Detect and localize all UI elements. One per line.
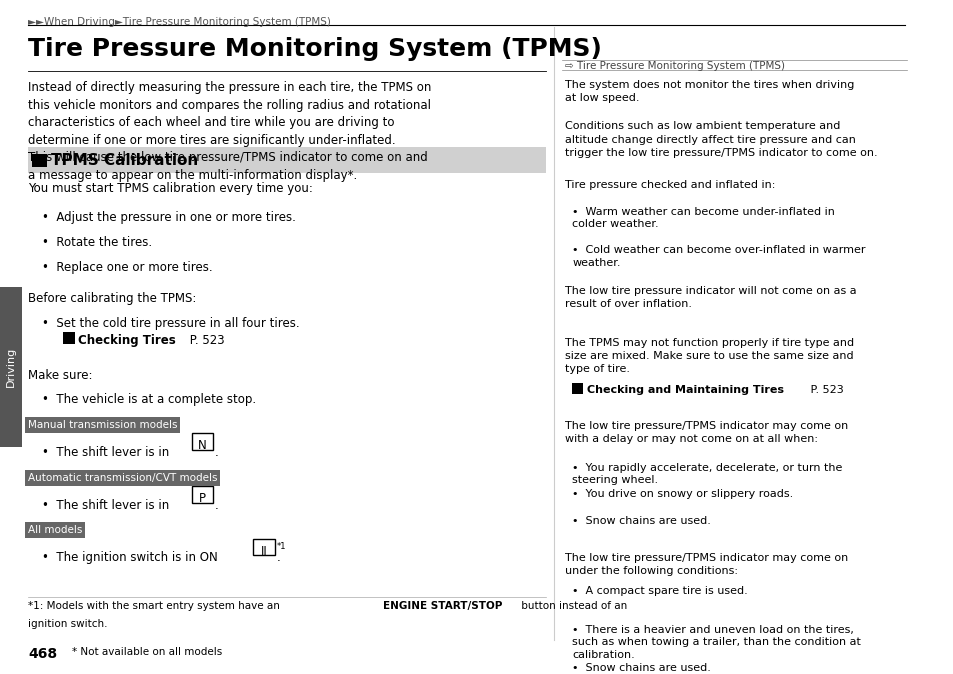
Text: .: . bbox=[214, 446, 218, 459]
Text: .: . bbox=[277, 551, 281, 564]
Text: •  You drive on snowy or slippery roads.: • You drive on snowy or slippery roads. bbox=[572, 489, 793, 499]
Text: ⇨ Tire Pressure Monitoring System (TPMS): ⇨ Tire Pressure Monitoring System (TPMS) bbox=[564, 61, 784, 71]
Text: •  The shift lever is in: • The shift lever is in bbox=[42, 499, 172, 512]
FancyBboxPatch shape bbox=[64, 332, 74, 344]
FancyBboxPatch shape bbox=[253, 539, 275, 555]
Text: Tire pressure checked and inflated in:: Tire pressure checked and inflated in: bbox=[564, 180, 774, 190]
Text: •  You rapidly accelerate, decelerate, or turn the
steering wheel.: • You rapidly accelerate, decelerate, or… bbox=[572, 462, 841, 485]
Text: Driving: Driving bbox=[7, 346, 16, 387]
Text: •  Snow chains are used.: • Snow chains are used. bbox=[572, 516, 710, 526]
Text: 468: 468 bbox=[28, 646, 57, 661]
Text: ignition switch.: ignition switch. bbox=[28, 619, 108, 629]
FancyBboxPatch shape bbox=[193, 433, 213, 450]
Text: Make sure:: Make sure: bbox=[28, 369, 92, 381]
Text: •  Set the cold tire pressure in all four tires.: • Set the cold tire pressure in all four… bbox=[42, 317, 299, 330]
Text: Tire Pressure Monitoring System (TPMS): Tire Pressure Monitoring System (TPMS) bbox=[28, 36, 601, 61]
FancyBboxPatch shape bbox=[0, 286, 22, 447]
Text: The low tire pressure/TPMS indicator may come on
under the following conditions:: The low tire pressure/TPMS indicator may… bbox=[564, 553, 847, 576]
Text: button instead of an: button instead of an bbox=[517, 601, 627, 611]
Text: •  Cold weather can become over-inflated in warmer
weather.: • Cold weather can become over-inflated … bbox=[572, 245, 864, 268]
Text: P. 523: P. 523 bbox=[806, 386, 843, 395]
FancyBboxPatch shape bbox=[28, 148, 545, 173]
Text: Conditions such as low ambient temperature and
altitude change directly affect t: Conditions such as low ambient temperatu… bbox=[564, 121, 877, 158]
Text: TPMS Calibration: TPMS Calibration bbox=[51, 152, 198, 168]
Text: •  Adjust the pressure in one or more tires.: • Adjust the pressure in one or more tir… bbox=[42, 212, 295, 224]
Text: Checking and Maintaining Tires: Checking and Maintaining Tires bbox=[586, 386, 783, 395]
Text: Automatic transmission/CVT models: Automatic transmission/CVT models bbox=[28, 472, 217, 483]
Text: •  Snow chains are used.: • Snow chains are used. bbox=[572, 663, 710, 673]
Text: You must start TPMS calibration every time you:: You must start TPMS calibration every ti… bbox=[28, 182, 313, 195]
Text: Before calibrating the TPMS:: Before calibrating the TPMS: bbox=[28, 292, 196, 305]
Text: N: N bbox=[198, 439, 207, 452]
Text: P. 523: P. 523 bbox=[186, 334, 224, 347]
Text: •  Replace one or more tires.: • Replace one or more tires. bbox=[42, 261, 213, 274]
Text: •  There is a heavier and uneven load on the tires,
such as when towing a traile: • There is a heavier and uneven load on … bbox=[572, 625, 861, 661]
Text: All models: All models bbox=[28, 525, 82, 535]
Text: *1: Models with the smart entry system have an: *1: Models with the smart entry system h… bbox=[28, 601, 283, 611]
Text: •  A compact spare tire is used.: • A compact spare tire is used. bbox=[572, 586, 747, 596]
Text: •  The ignition switch is in ON: • The ignition switch is in ON bbox=[42, 551, 221, 564]
Text: P: P bbox=[199, 492, 206, 505]
FancyBboxPatch shape bbox=[572, 383, 583, 394]
Text: Instead of directly measuring the pressure in each tire, the TPMS on
this vehicl: Instead of directly measuring the pressu… bbox=[28, 82, 431, 182]
Text: II: II bbox=[260, 545, 267, 557]
Text: The low tire pressure/TPMS indicator may come on
with a delay or may not come on: The low tire pressure/TPMS indicator may… bbox=[564, 421, 847, 444]
Text: •  Rotate the tires.: • Rotate the tires. bbox=[42, 236, 152, 249]
Text: The system does not monitor the tires when driving
at low speed.: The system does not monitor the tires wh… bbox=[564, 80, 853, 103]
Text: •  Warm weather can become under-inflated in
colder weather.: • Warm weather can become under-inflated… bbox=[572, 207, 834, 229]
Text: Checking Tires: Checking Tires bbox=[78, 334, 176, 347]
Text: The TPMS may not function properly if tire type and
size are mixed. Make sure to: The TPMS may not function properly if ti… bbox=[564, 338, 853, 374]
Text: ►►When Driving►Tire Pressure Monitoring System (TPMS): ►►When Driving►Tire Pressure Monitoring … bbox=[28, 17, 331, 27]
Text: * Not available on all models: * Not available on all models bbox=[71, 646, 222, 656]
Text: Manual transmission models: Manual transmission models bbox=[28, 420, 177, 430]
Text: •  The vehicle is at a complete stop.: • The vehicle is at a complete stop. bbox=[42, 394, 255, 406]
FancyBboxPatch shape bbox=[31, 154, 47, 167]
Text: ENGINE START/STOP: ENGINE START/STOP bbox=[382, 601, 501, 611]
Text: •  The shift lever is in: • The shift lever is in bbox=[42, 446, 172, 459]
Text: *1: *1 bbox=[277, 542, 287, 551]
FancyBboxPatch shape bbox=[193, 486, 213, 503]
Text: The low tire pressure indicator will not come on as a
result of over inflation.: The low tire pressure indicator will not… bbox=[564, 286, 856, 309]
Text: .: . bbox=[214, 499, 218, 512]
